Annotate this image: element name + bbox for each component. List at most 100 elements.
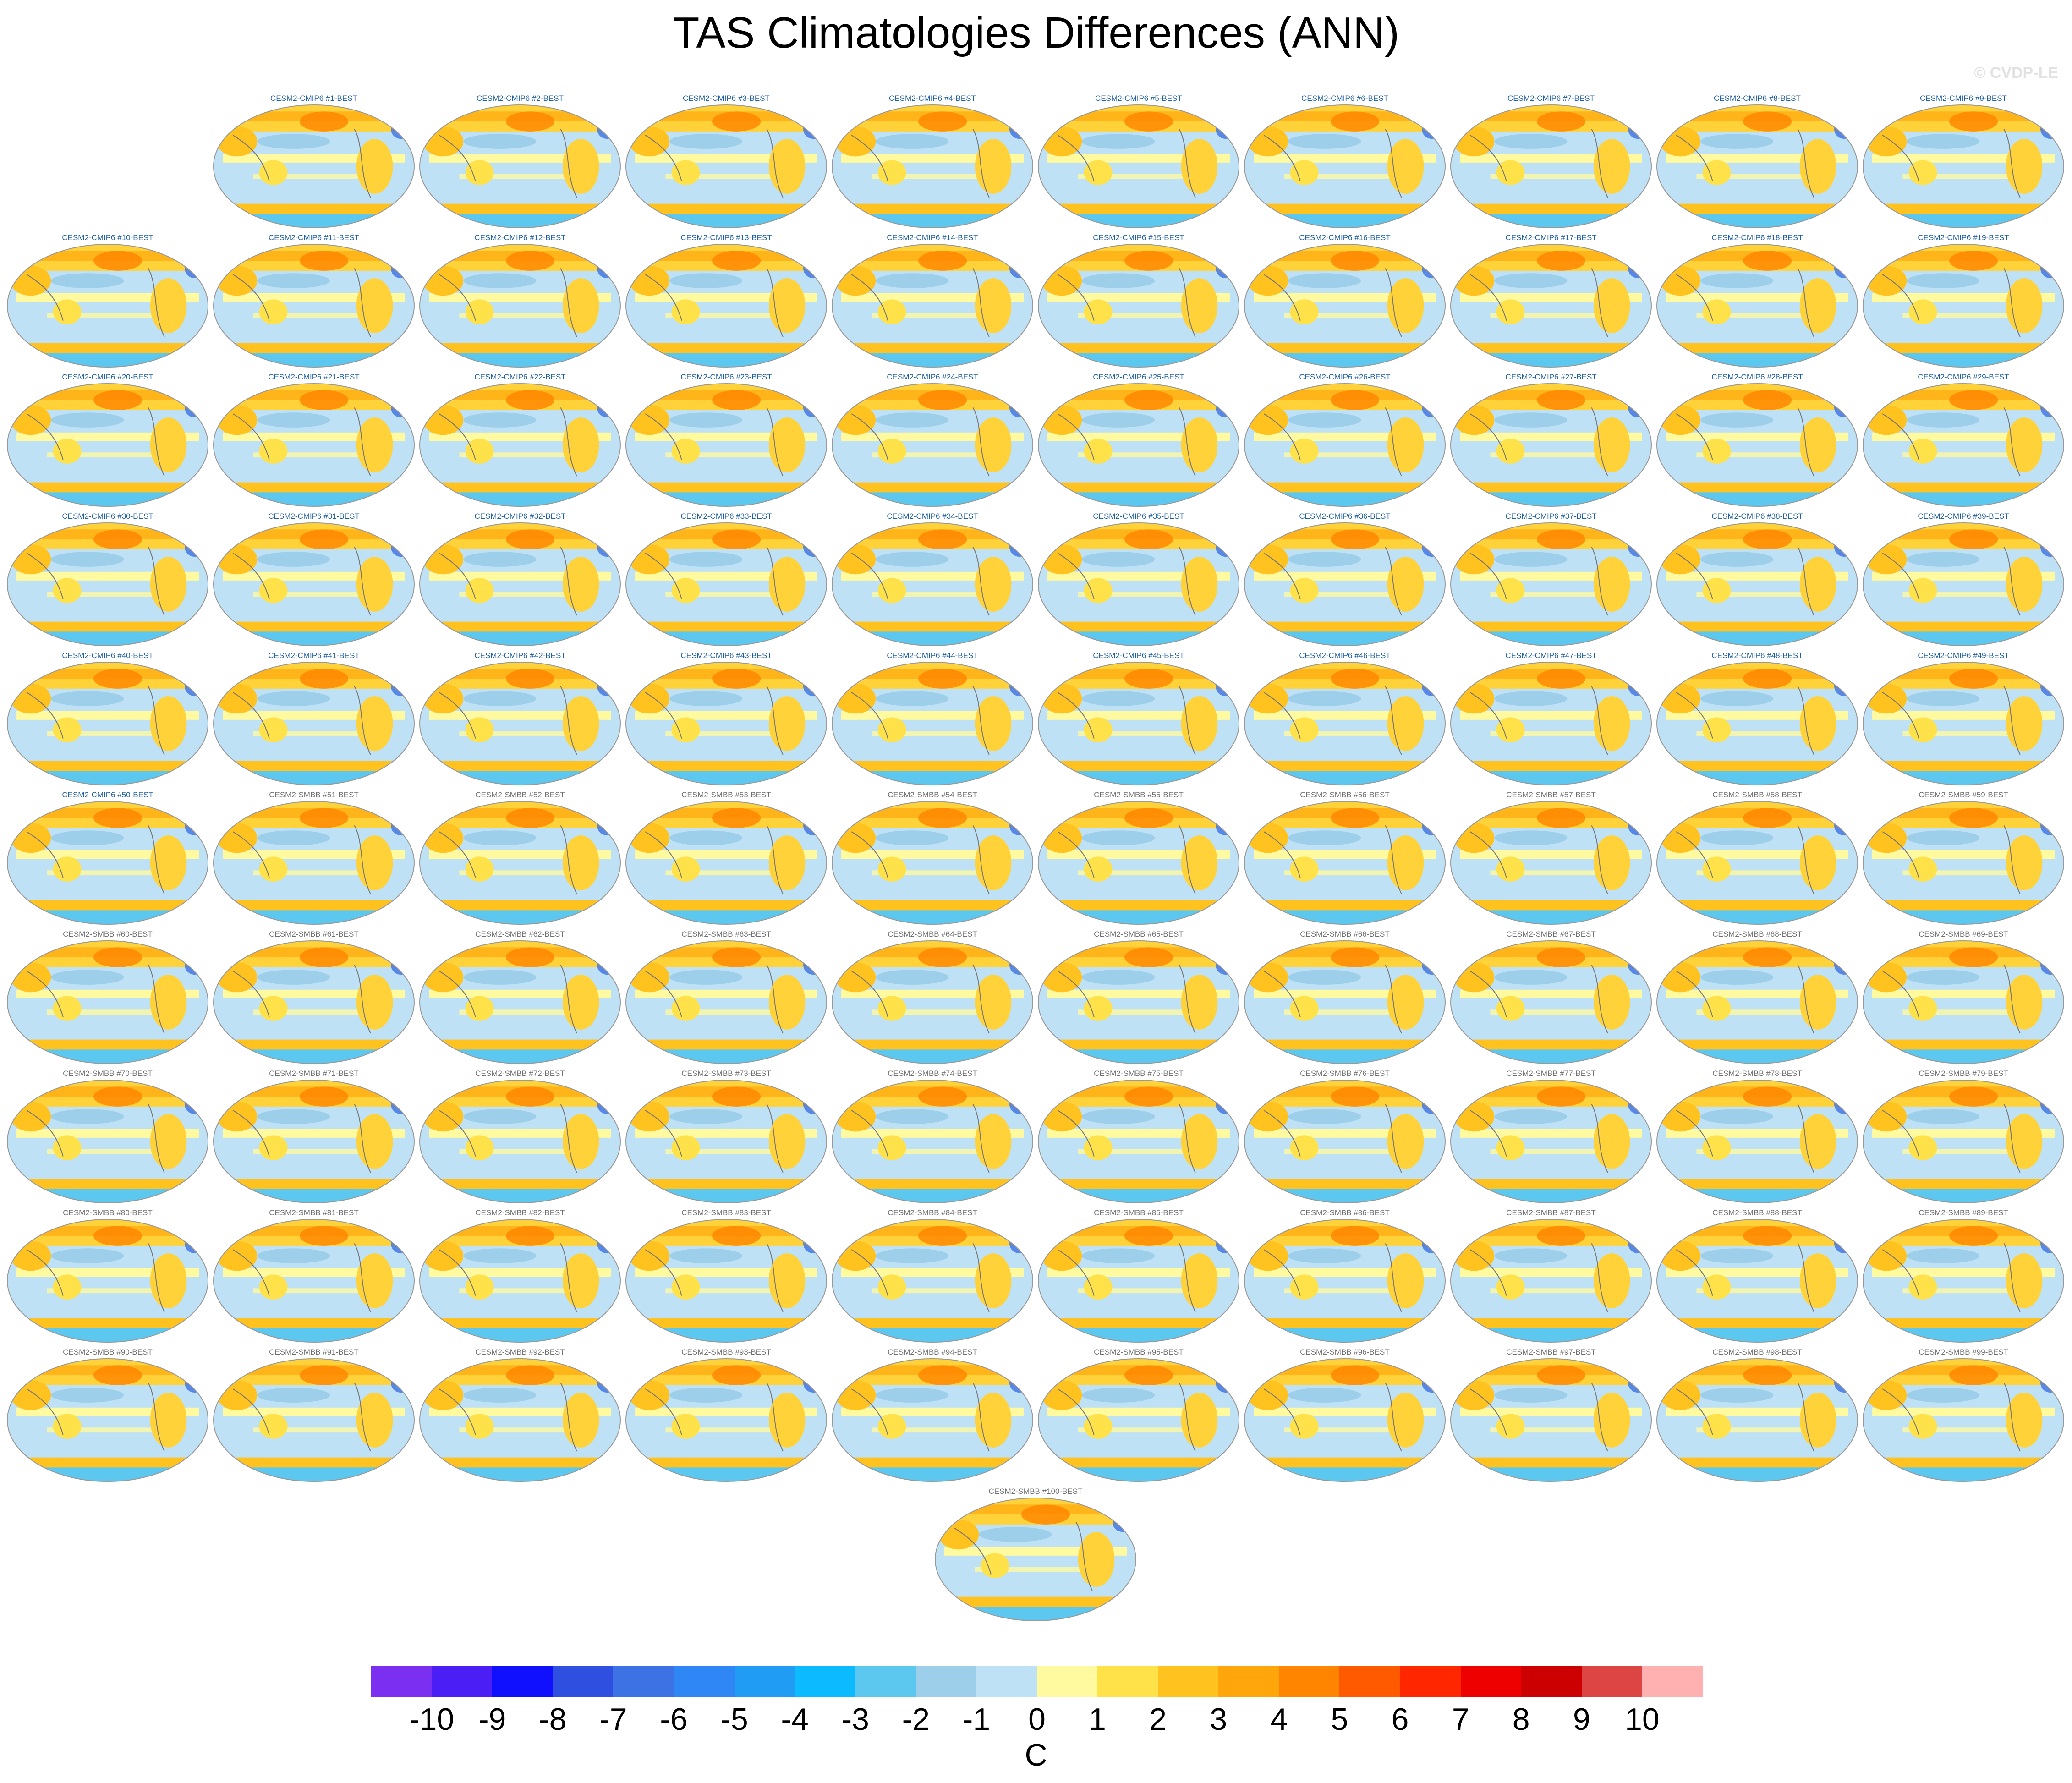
map-image [419,104,621,228]
colorbar-box [915,1666,977,1697]
map-panel-title: CESM2-SMBB #58-BEST [1712,790,1802,799]
map-image [213,801,415,925]
map-panel-title: CESM2-CMIP6 #37-BEST [1505,512,1597,521]
map-panel-title: CESM2-SMBB #88-BEST [1712,1208,1802,1217]
map-image [625,1358,827,1482]
colorbar-tick-label: -2 [902,1702,930,1737]
colorbar-box [553,1666,614,1697]
map-panel: CESM2-CMIP6 #4-BEST [831,94,1034,231]
map-image [1038,522,1239,646]
map-image [213,522,415,646]
colorbar-tick-label: 6 [1391,1702,1409,1737]
map-panel: CESM2-CMIP6 #35-BEST [1037,512,1240,649]
map-image [7,522,208,646]
colorbar-tick-label: -8 [539,1702,567,1737]
colorbar-tick-label: 10 [1625,1702,1660,1737]
map-panel-title: CESM2-CMIP6 #35-BEST [1093,512,1184,521]
map-panel-title: CESM2-SMBB #60-BEST [63,930,153,938]
map-image [213,1080,415,1203]
map-panel: CESM2-CMIP6 #19-BEST [1862,233,2065,371]
map-panel: CESM2-CMIP6 #21-BEST [213,373,415,510]
map-image [832,104,1033,228]
map-panel-title: CESM2-SMBB #74-BEST [888,1069,977,1078]
map-panel-title: CESM2-SMBB #55-BEST [1094,790,1184,799]
map-panel-title: CESM2-SMBB #72-BEST [475,1069,565,1078]
map-panel: CESM2-SMBB #89-BEST [1862,1208,2065,1346]
colorbar-tick-label: -4 [781,1702,809,1737]
map-panel: CESM2-SMBB #52-BEST [419,790,621,928]
map-panel: CESM2-CMIP6 #26-BEST [1244,373,1446,510]
map-panel-title: CESM2-CMIP6 #46-BEST [1299,651,1391,660]
colorbar-tick-label: 5 [1331,1702,1348,1737]
map-panel: CESM2-CMIP6 #48-BEST [1656,651,1858,789]
map-panel-title: CESM2-CMIP6 #4-BEST [889,94,976,103]
map-image [419,940,621,1064]
map-image [1450,1219,1652,1343]
map-panel: CESM2-CMIP6 #23-BEST [625,373,828,510]
map-panel-title: CESM2-CMIP6 #36-BEST [1299,512,1391,521]
map-panel-title: CESM2-SMBB #68-BEST [1712,930,1802,938]
map-panel-title: CESM2-CMIP6 #17-BEST [1505,233,1597,242]
map-panel: CESM2-CMIP6 #30-BEST [6,512,209,649]
colorbar-tick-label: -7 [599,1702,627,1737]
map-panel: CESM2-SMBB #63-BEST [625,930,828,1067]
map-panel-title: CESM2-SMBB #84-BEST [888,1208,977,1217]
colorbar-box [1460,1666,1522,1697]
map-panel: CESM2-SMBB #87-BEST [1450,1208,1652,1346]
map-image [1244,940,1446,1064]
map-panel-title: CESM2-SMBB #89-BEST [1919,1208,2008,1217]
map-image [832,662,1033,785]
map-image [832,522,1033,646]
map-panel-title: CESM2-CMIP6 #13-BEST [680,233,772,242]
map-image [625,244,827,368]
colorbar-box [1097,1666,1158,1697]
map-image [625,940,827,1064]
map-panel: CESM2-CMIP6 #11-BEST [213,233,415,371]
map-panel-title: CESM2-CMIP6 #15-BEST [1093,233,1184,242]
map-panel-title: CESM2-SMBB #97-BEST [1506,1348,1596,1356]
map-image [832,1219,1033,1343]
map-image [1244,522,1446,646]
map-panel-title: CESM2-CMIP6 #12-BEST [474,233,566,242]
map-panel-title: CESM2-SMBB #71-BEST [269,1069,359,1078]
map-image [213,104,415,228]
map-image [1450,104,1652,228]
map-image [419,1080,621,1203]
colorbar-tick-label: -10 [409,1702,455,1737]
colorbar-box [371,1666,432,1697]
map-panel-title: CESM2-SMBB #62-BEST [475,930,565,938]
map-image [1656,522,1858,646]
map-image [625,383,827,507]
map-panel: CESM2-SMBB #98-BEST [1656,1348,1858,1485]
map-image [1038,244,1239,368]
map-image [419,662,621,785]
map-panel-title: CESM2-SMBB #90-BEST [63,1348,153,1356]
map-panel: CESM2-SMBB #85-BEST [1037,1208,1240,1346]
map-panel: CESM2-SMBB #80-BEST [6,1208,209,1346]
map-panel: CESM2-CMIP6 #8-BEST [1656,94,1858,231]
map-panel: CESM2-SMBB #99-BEST [1862,1348,2065,1485]
map-image [1244,104,1446,228]
map-panel: CESM2-CMIP6 #41-BEST [213,651,415,789]
map-panel: CESM2-CMIP6 #9-BEST [1862,94,2065,231]
map-panel-title: CESM2-CMIP6 #33-BEST [680,512,772,521]
map-panel-title: CESM2-CMIP6 #18-BEST [1711,233,1803,242]
map-panel-title: CESM2-CMIP6 #49-BEST [1918,651,2009,660]
map-panel-title: CESM2-CMIP6 #26-BEST [1299,373,1391,381]
map-image [1244,383,1446,507]
map-panel-title: CESM2-SMBB #79-BEST [1919,1069,2008,1078]
map-panel-title: CESM2-CMIP6 #11-BEST [268,233,360,242]
map-panel: CESM2-SMBB #100-BEST [934,1487,1137,1624]
map-panel: CESM2-SMBB #79-BEST [1862,1069,2065,1207]
map-panel-title: CESM2-CMIP6 #34-BEST [887,512,978,521]
colorbar-box [855,1666,916,1697]
map-image [1450,383,1652,507]
map-panel: CESM2-SMBB #76-BEST [1244,1069,1446,1207]
map-panel-title: CESM2-SMBB #99-BEST [1919,1348,2008,1356]
map-panel: CESM2-CMIP6 #14-BEST [831,233,1034,371]
map-panel: CESM2-SMBB #88-BEST [1656,1208,1858,1346]
map-image [1450,940,1652,1064]
colorbar-tick-label: 8 [1512,1702,1530,1737]
map-panel: CESM2-SMBB #54-BEST [831,790,1034,928]
map-image [1863,662,2064,785]
